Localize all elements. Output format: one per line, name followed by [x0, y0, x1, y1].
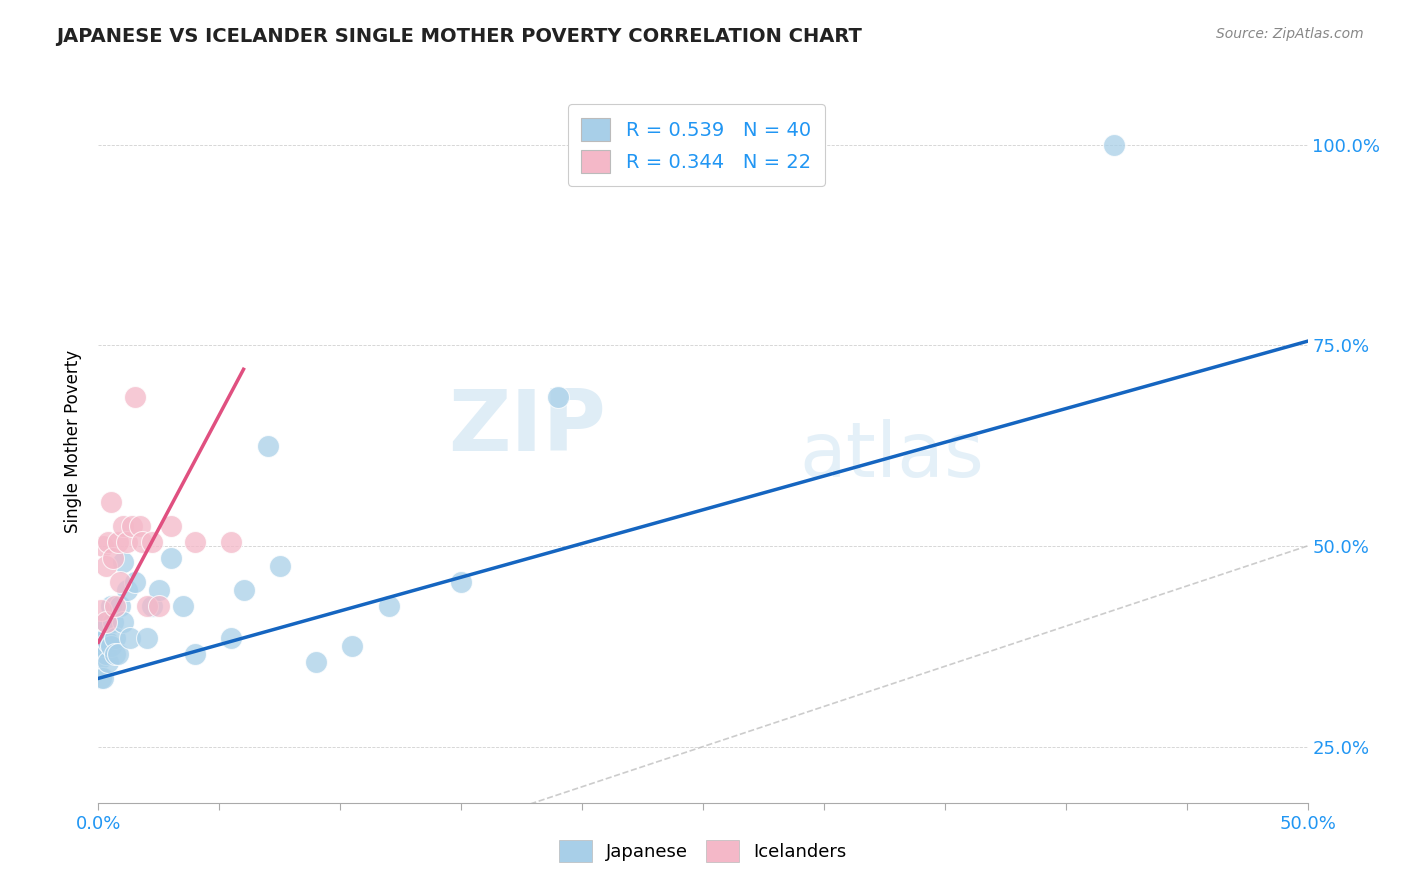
Point [108, 599, 131, 614]
Point [117, 535, 139, 549]
Point [172, 599, 194, 614]
Point [131, 535, 153, 549]
Point [94, 615, 117, 630]
Point [107, 535, 129, 549]
Point [104, 648, 127, 662]
Text: Source: ZipAtlas.com: Source: ZipAtlas.com [1216, 27, 1364, 41]
Point [94, 632, 117, 646]
Point [184, 648, 207, 662]
Point [148, 583, 170, 598]
Point [141, 599, 163, 614]
Point [104, 599, 127, 614]
Point [121, 519, 143, 533]
Point [90, 672, 112, 686]
Point [256, 439, 278, 453]
Point [128, 519, 150, 533]
Point [124, 575, 146, 590]
Point [148, 599, 170, 614]
Text: JAPANESE VS ICELANDER SINGLE MOTHER POVERTY CORRELATION CHART: JAPANESE VS ICELANDER SINGLE MOTHER POVE… [56, 27, 862, 45]
Point [104, 632, 127, 646]
Point [90, 640, 112, 654]
Point [141, 535, 163, 549]
Legend: Japanese, Icelanders: Japanese, Icelanders [553, 833, 853, 870]
Point [90, 651, 112, 665]
Text: ZIP: ZIP [449, 385, 606, 468]
Point [118, 632, 141, 646]
Point [1102, 137, 1125, 152]
Point [117, 583, 139, 598]
Point [111, 519, 134, 533]
Point [305, 655, 328, 669]
Point [91, 539, 114, 553]
Point [269, 558, 291, 574]
Point [124, 391, 146, 405]
Point [97, 655, 120, 669]
Point [90, 603, 112, 617]
Y-axis label: Single Mother Poverty: Single Mother Poverty [63, 350, 82, 533]
Point [450, 575, 472, 590]
Point [101, 551, 124, 566]
Point [91, 619, 114, 633]
Point [221, 632, 243, 646]
Point [377, 599, 399, 614]
Point [108, 575, 131, 590]
Point [221, 535, 243, 549]
Point [97, 535, 120, 549]
Point [232, 583, 254, 598]
Point [101, 615, 124, 630]
Point [342, 640, 364, 654]
Point [94, 558, 117, 574]
Point [160, 519, 183, 533]
Point [94, 648, 117, 662]
Point [91, 635, 114, 649]
Point [91, 640, 114, 654]
Point [107, 648, 129, 662]
Point [135, 599, 157, 614]
Point [160, 551, 183, 566]
Text: atlas: atlas [800, 419, 984, 493]
Legend: R = 0.539   N = 40, R = 0.344   N = 22: R = 0.539 N = 40, R = 0.344 N = 22 [568, 104, 825, 186]
Point [547, 391, 569, 405]
Point [184, 535, 207, 549]
Point [111, 615, 134, 630]
Point [97, 635, 120, 649]
Point [100, 599, 122, 614]
Point [100, 640, 122, 654]
Point [91, 672, 114, 686]
Point [135, 632, 157, 646]
Point [100, 494, 122, 508]
Point [111, 555, 134, 569]
Point [94, 615, 117, 630]
